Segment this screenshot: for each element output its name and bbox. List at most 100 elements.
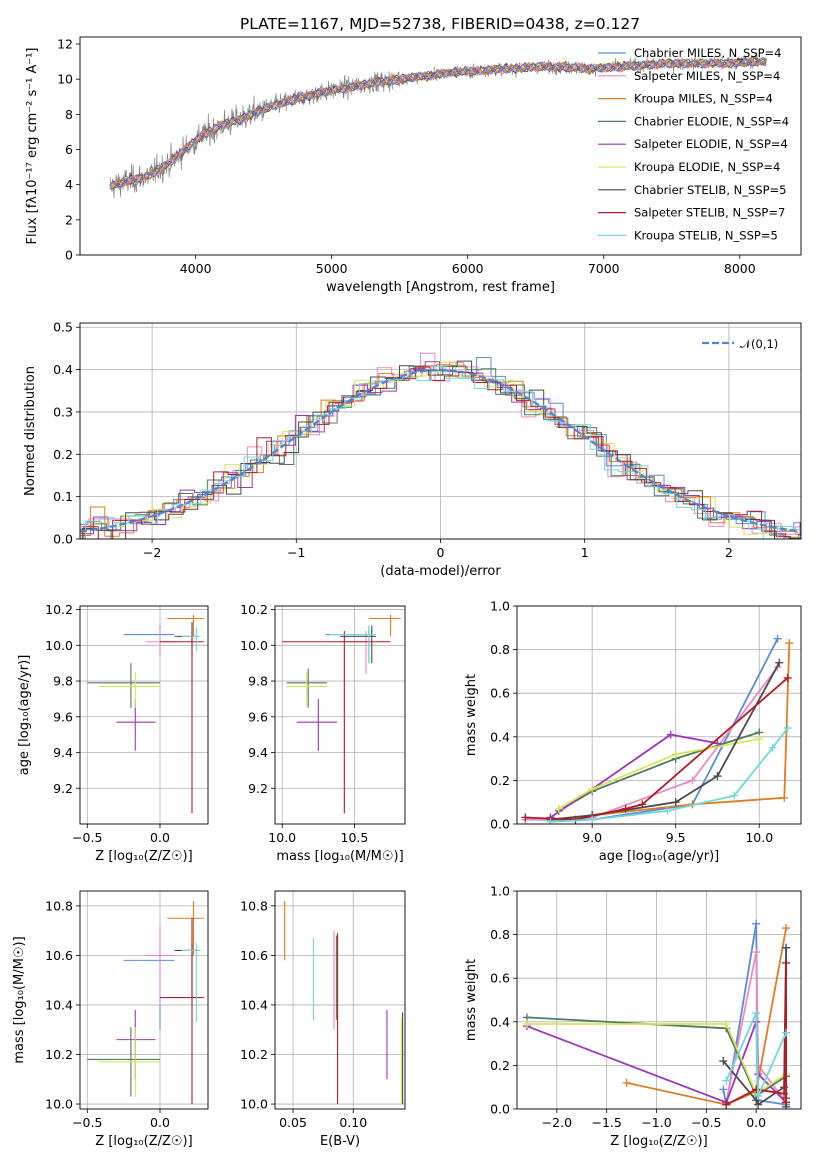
age-vs-mass-plot-area [282, 614, 401, 814]
errorbar-point [167, 900, 204, 956]
legend-entry: Chabrier ELODIE, N_SSP=4 [634, 114, 789, 128]
y-tick-label: 10.2 [240, 602, 268, 617]
x-tick-label: 5000 [316, 261, 348, 276]
residuals-plot-area [80, 352, 801, 539]
weight-marker [666, 730, 675, 739]
errorbar-point [181, 627, 201, 651]
x-tick-label: 0.0 [746, 1115, 766, 1130]
x-tick-label: 10.5 [341, 830, 369, 845]
legend-entry: Salpeter STELIB, N_SSP=7 [634, 206, 785, 220]
y-tick-label: 0.0 [490, 817, 510, 832]
weight-marker [722, 1076, 731, 1085]
y-tick-label: 12 [57, 37, 73, 52]
weight-marker [783, 673, 792, 682]
x-tick-label: 2 [725, 545, 733, 560]
y-tick-label: 0.4 [490, 729, 510, 744]
weight-marker [588, 785, 597, 794]
weight-marker [752, 919, 761, 928]
weight-marker [782, 943, 791, 952]
x-tick-label: −1.5 [592, 1115, 622, 1130]
axes-frame [79, 890, 209, 1110]
y-axis-label: age [log₁₀(age/yr)] [17, 655, 32, 776]
errorbar-point [296, 698, 338, 751]
weight-marker [671, 750, 680, 759]
y-tick-label: 0.6 [490, 686, 510, 701]
y-tick-label: 0.2 [53, 447, 73, 462]
weight-marker [785, 639, 794, 648]
axes-frame [79, 36, 802, 256]
errorbar-point [174, 943, 198, 1005]
y-tick-label: 10.4 [45, 997, 73, 1012]
spectrum-legend: Chabrier MILES, N_SSP=4 Salpeter MILES, N… [598, 46, 789, 242]
weight-marker [546, 817, 555, 824]
x-tick-label: −0.5 [72, 1115, 102, 1130]
y-tick-label: 9.8 [53, 674, 73, 689]
residuals-panel: −2 −1 0 1 2 0.0 0.1 0.2 0.3 0.4 0.5 (data-model)/er… [23, 320, 802, 579]
weight-marker [752, 1096, 761, 1105]
spectrum-model-line [109, 56, 767, 189]
errorbar-point [116, 698, 156, 751]
errorbar-point [98, 1027, 160, 1097]
y-tick-label: 0.5 [53, 320, 73, 335]
weight-line [722, 923, 787, 1106]
spectrum-model-line [109, 57, 767, 188]
weight-marker [671, 798, 680, 807]
legend-entry: Salpeter MILES, N_SSP=4 [634, 69, 780, 83]
weight-vs-age-plot-area [521, 634, 794, 824]
y-tick-label: 9.4 [53, 745, 73, 760]
y-tick-label: 10.6 [45, 948, 73, 963]
x-tick-label: 1 [581, 545, 589, 560]
axes-frame [79, 322, 802, 540]
y-tick-label: 10 [57, 72, 73, 87]
errorbar-point [167, 614, 204, 637]
legend-entry: Salpeter ELODIE, N_SSP=4 [634, 137, 788, 151]
y-tick-label: 0.4 [490, 1014, 510, 1029]
residual-histogram [80, 364, 801, 537]
y-tick-label: 0.2 [490, 1058, 510, 1073]
x-axis-label: Z [log₁₀(Z/Z☉)] [95, 849, 192, 864]
y-tick-label: 0.1 [53, 489, 73, 504]
errorbar-point [282, 631, 391, 814]
axes-frame [274, 605, 406, 825]
x-axis-label: age [log₁₀(age/yr)] [599, 849, 720, 864]
errorbar-point [174, 622, 198, 655]
errorbar-point [160, 631, 204, 814]
weight-marker [719, 1085, 728, 1094]
y-tick-label: 10.2 [45, 1047, 73, 1062]
x-tick-label: −2.0 [542, 1115, 572, 1130]
x-tick-label: −2 [143, 545, 161, 560]
y-axis-label: Flux [fλ10⁻¹⁷ erg cm⁻² s⁻¹ A⁻¹] [25, 48, 40, 245]
weight-line [558, 738, 760, 810]
weight-marker [752, 1009, 761, 1018]
y-tick-label: 9.2 [53, 781, 73, 796]
y-axis-label: mass weight [464, 674, 479, 756]
errorbar-point [340, 625, 377, 664]
y-tick-label: 2 [65, 212, 73, 227]
x-tick-label: 10.0 [268, 830, 296, 845]
weight-marker [722, 1019, 731, 1028]
weight-marker [713, 772, 722, 781]
age-vs-mass-panel: 10.0 10.5 9.2 9.4 9.6 9.8 10.0 10.2 mass [log₁₀(… [240, 602, 406, 864]
weight-marker [622, 1078, 631, 1087]
weight-marker [719, 1057, 728, 1066]
weight-series [521, 663, 782, 824]
weight-marker [782, 1028, 791, 1037]
y-tick-label: 0.4 [53, 362, 73, 377]
spectrum-plot-area [109, 52, 768, 199]
mass-vs-ebv-plot-area [284, 900, 404, 1105]
x-axis-label: Z [log₁₀(Z/Z☉)] [95, 1134, 192, 1149]
x-tick-label: −0.5 [72, 830, 102, 845]
y-tick-label: 0.8 [490, 927, 510, 942]
axes-frame [79, 605, 209, 825]
x-tick-label: 9.0 [582, 830, 602, 845]
y-tick-label: 0 [65, 248, 73, 263]
weight-line [549, 733, 718, 819]
weight-marker [621, 804, 630, 813]
weight-series [521, 673, 792, 824]
axes-frame [516, 605, 802, 825]
y-tick-label: 10.0 [240, 638, 268, 653]
figure-title: PLATE=1167, MJD=52738, FIBERID=0438, z=0… [240, 15, 640, 33]
weight-marker [782, 924, 791, 933]
weight-series [546, 658, 784, 824]
